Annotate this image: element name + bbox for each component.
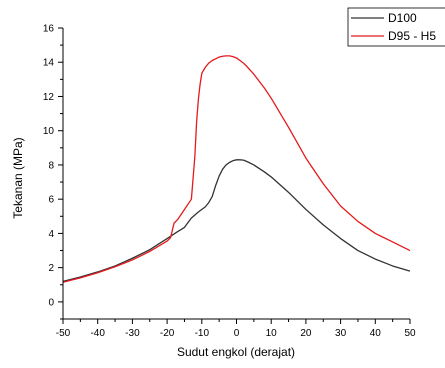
- y-tick-labels: 0 2 4 6 8 10 12 14 16: [43, 24, 55, 309]
- legend-label-d95-h5: D95 - H5: [388, 29, 436, 43]
- legend-label-d100: D100: [388, 11, 417, 25]
- x-tick-label: 40: [370, 328, 382, 339]
- x-tick-label: -10: [195, 328, 210, 339]
- series-line-d100: [62, 159, 411, 282]
- y-tick-label: 10: [43, 126, 55, 137]
- y-tick-label: 16: [43, 24, 55, 35]
- x-tick-label: 50: [404, 328, 416, 339]
- y-tick-label: 4: [48, 229, 54, 240]
- series-layer: [62, 55, 411, 283]
- x-tick-label: -20: [160, 328, 175, 339]
- x-tick-label: -30: [125, 328, 140, 339]
- series-line-d95-h5: [62, 55, 411, 283]
- y-tick-label: 0: [48, 297, 54, 308]
- x-tick-label: 30: [335, 328, 347, 339]
- y-axis-title: Tekanan (MPa): [11, 137, 25, 218]
- x-tick-label: 20: [300, 328, 312, 339]
- y-tick-label: 8: [48, 160, 54, 171]
- x-tick-labels: -50 -40 -30 -20 -10 0 10 20 30 40 50: [56, 328, 416, 339]
- x-tick-label: 10: [266, 328, 278, 339]
- x-axis-title: Sudut engkol (derajat): [177, 345, 295, 359]
- axes: [58, 27, 411, 324]
- y-tick-label: 12: [43, 92, 55, 103]
- x-tick-label: -50: [56, 328, 71, 339]
- x-tick-label: -40: [90, 328, 105, 339]
- y-tick-label: 2: [48, 263, 54, 274]
- x-tick-label: 0: [234, 328, 240, 339]
- legend: D100 D95 - H5: [347, 7, 445, 47]
- legend-box: [347, 7, 445, 47]
- y-tick-label: 14: [43, 58, 55, 69]
- y-tick-label: 6: [48, 195, 54, 206]
